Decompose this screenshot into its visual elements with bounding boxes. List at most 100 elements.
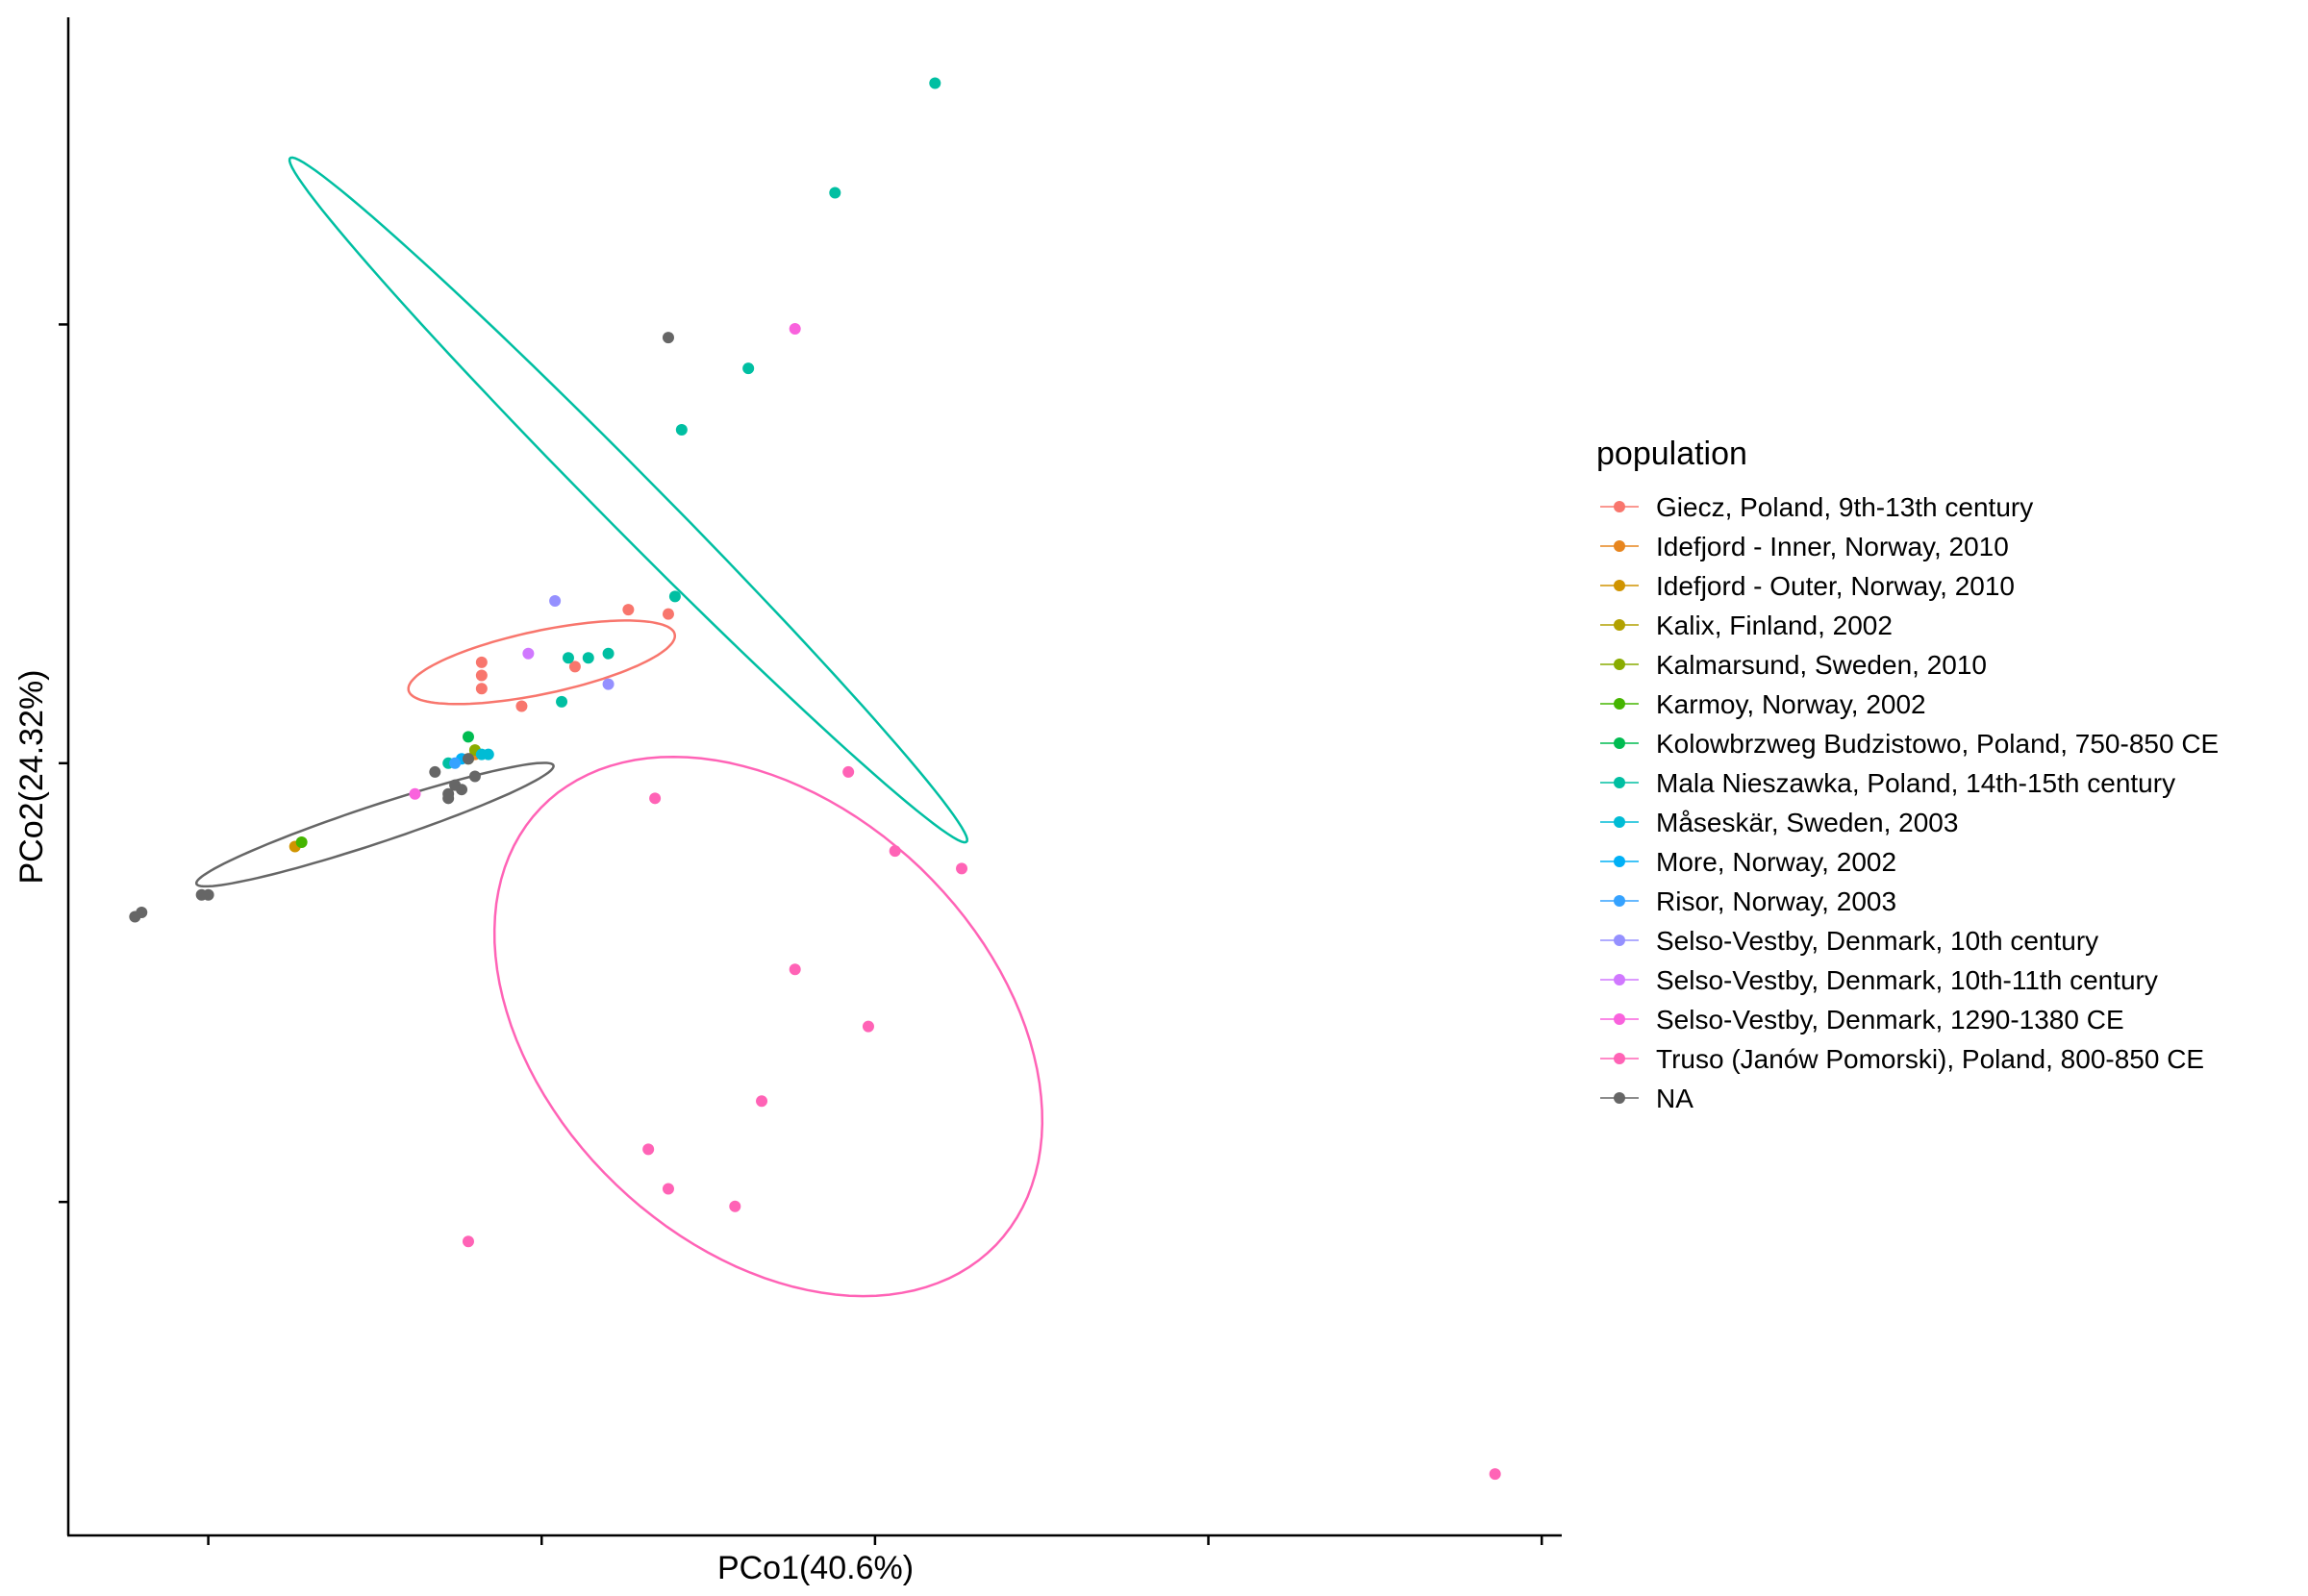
data-point [568, 661, 581, 673]
legend-label: More, Norway, 2002 [1656, 847, 1896, 877]
legend-item: Truso (Janów Pomorski), Poland, 800-850 … [1600, 1044, 2204, 1074]
legend-item: Selso-Vestby, Denmark, 1290-1380 CE [1600, 1005, 2124, 1035]
data-point [649, 792, 662, 805]
legend-label: Måseskär, Sweden, 2003 [1656, 808, 1958, 837]
data-point [202, 888, 214, 901]
data-point [582, 652, 594, 664]
legend-item: NA [1600, 1084, 1693, 1113]
legend-item: Måseskär, Sweden, 2003 [1600, 808, 1958, 837]
confidence-ellipses [194, 156, 1044, 1298]
legend-label: Kolowbrzweg Budzistowo, Poland, 750-850 … [1656, 729, 2219, 759]
legend-key-dot [1614, 737, 1625, 749]
x-axis-label: PCo1(40.6%) [717, 1550, 914, 1586]
data-point [409, 787, 421, 800]
axis-ticks [59, 323, 1543, 1545]
legend-key-dot [1614, 935, 1625, 946]
data-point [829, 187, 841, 199]
legend-label: Karmoy, Norway, 2002 [1656, 689, 1926, 719]
data-point [468, 770, 481, 783]
data-point [862, 1020, 874, 1033]
data-point [602, 678, 615, 690]
legend-label: Giecz, Poland, 9th-13th century [1656, 492, 2033, 522]
data-points [129, 77, 1501, 1481]
legend-key-dot [1614, 619, 1625, 631]
legend-key-dot [1614, 816, 1625, 828]
axes [66, 17, 1562, 1537]
data-point [789, 963, 801, 976]
data-point [549, 594, 562, 607]
legend-item: Selso-Vestby, Denmark, 10th century [1600, 926, 2098, 956]
legend-item: Kolowbrzweg Budzistowo, Poland, 750-850 … [1600, 729, 2219, 759]
legend-label: Selso-Vestby, Denmark, 1290-1380 CE [1656, 1005, 2124, 1035]
legend-key-dot [1614, 856, 1625, 867]
data-point [556, 695, 568, 708]
legend-key-dot [1614, 895, 1625, 907]
data-point [662, 332, 674, 344]
legend-label: Truso (Janów Pomorski), Poland, 800-850 … [1656, 1044, 2204, 1074]
legend-item: More, Norway, 2002 [1600, 847, 1896, 877]
confidence-ellipse [288, 156, 968, 844]
legend-label: Mala Nieszawka, Poland, 14th-15th centur… [1656, 768, 2175, 798]
confidence-ellipse [194, 761, 555, 888]
legend-key-dot [1614, 777, 1625, 788]
legend-item: Kalmarsund, Sweden, 2010 [1600, 650, 1987, 680]
data-point [442, 792, 455, 805]
data-point [956, 862, 968, 875]
data-point [662, 1183, 674, 1195]
legend-key-dot [1614, 540, 1625, 552]
data-point [449, 757, 462, 769]
legend-item: Kalix, Finland, 2002 [1600, 611, 1893, 640]
data-point [429, 765, 441, 778]
data-point [622, 604, 635, 616]
legend-item: Idefjord - Outer, Norway, 2010 [1600, 571, 2015, 601]
data-point [668, 590, 681, 603]
data-point [475, 748, 488, 761]
legend-key-dot [1614, 580, 1625, 591]
legend-label: Kalix, Finland, 2002 [1656, 611, 1893, 640]
data-point [602, 647, 615, 660]
data-point [889, 845, 901, 858]
legend-key-dot [1614, 1092, 1625, 1104]
data-point [475, 669, 488, 682]
data-point [522, 647, 535, 660]
legend-key-dot [1614, 974, 1625, 985]
legend-key-dot [1614, 698, 1625, 710]
legend: population Giecz, Poland, 9th-13th centu… [1596, 436, 2219, 1113]
data-point [456, 784, 468, 796]
data-point [515, 700, 528, 712]
data-point [562, 652, 574, 664]
data-point [462, 753, 474, 765]
legend-label: Idefjord - Outer, Norway, 2010 [1656, 571, 2015, 601]
legend-item: Idefjord - Inner, Norway, 2010 [1600, 532, 2009, 561]
legend-key-dot [1614, 1013, 1625, 1025]
confidence-ellipse [407, 619, 677, 706]
confidence-ellipse [492, 755, 1044, 1298]
data-point [742, 362, 755, 375]
legend-item: Mala Nieszawka, Poland, 14th-15th centur… [1600, 768, 2175, 798]
legend-items: Giecz, Poland, 9th-13th century Idefjord … [1600, 492, 2219, 1113]
data-point [462, 1235, 474, 1248]
data-point [295, 835, 308, 848]
data-point [462, 731, 474, 743]
data-point [662, 608, 674, 620]
legend-label: Selso-Vestby, Denmark, 10th-11th century [1656, 965, 2158, 995]
legend-label: Kalmarsund, Sweden, 2010 [1656, 650, 1987, 680]
legend-label: Selso-Vestby, Denmark, 10th century [1656, 926, 2098, 956]
y-axis-label: PCo2(24.32%) [13, 669, 50, 884]
data-point [729, 1200, 741, 1212]
legend-key-dot [1614, 659, 1625, 670]
legend-item: Selso-Vestby, Denmark, 10th-11th century [1600, 965, 2158, 995]
legend-key-dot [1614, 501, 1625, 512]
legend-label: Risor, Norway, 2003 [1656, 886, 1896, 916]
legend-key-dot [1614, 1053, 1625, 1064]
data-point [675, 423, 688, 436]
legend-item: Risor, Norway, 2003 [1600, 886, 1896, 916]
data-point [1489, 1468, 1501, 1481]
data-point [929, 77, 941, 89]
legend-label: NA [1656, 1084, 1693, 1113]
data-point [842, 765, 855, 778]
legend-item: Giecz, Poland, 9th-13th century [1600, 492, 2033, 522]
data-point [136, 906, 148, 918]
legend-item: Karmoy, Norway, 2002 [1600, 689, 1926, 719]
